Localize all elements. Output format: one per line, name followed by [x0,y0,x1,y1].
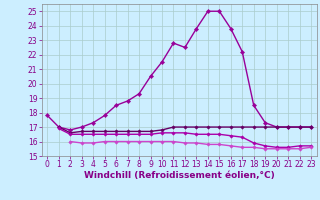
X-axis label: Windchill (Refroidissement éolien,°C): Windchill (Refroidissement éolien,°C) [84,171,275,180]
